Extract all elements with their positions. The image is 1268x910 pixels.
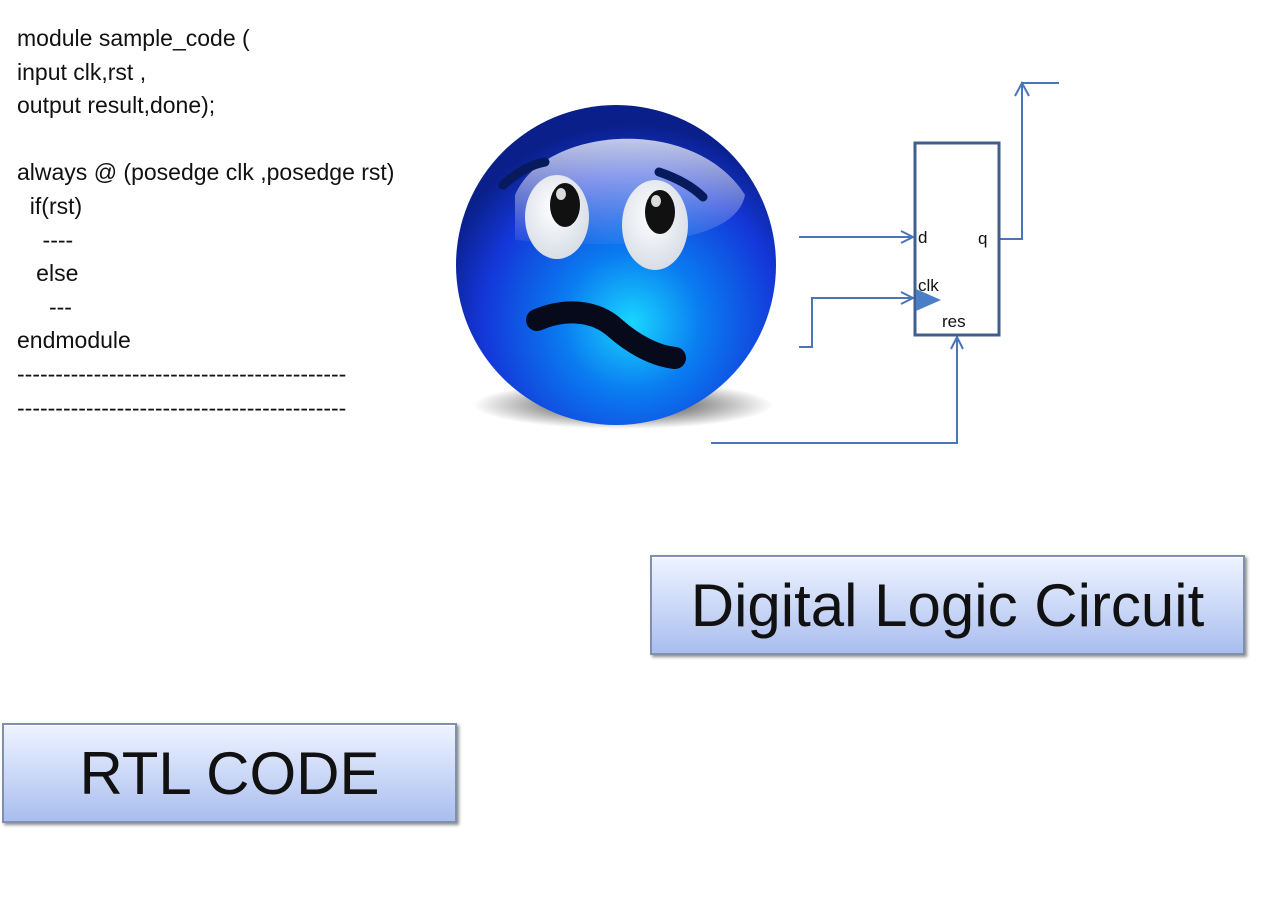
pin-label-d: d <box>918 228 927 247</box>
code-line: always @ (posedge clk ,posedge rst) <box>17 159 395 186</box>
code-line: --- <box>17 293 72 320</box>
code-line: ----------------------------------------… <box>17 394 347 421</box>
right-pupil <box>645 190 675 234</box>
code-line: if(rst) <box>17 192 83 219</box>
pin-label-clk: clk <box>918 276 939 295</box>
flip-flop-diagram: d q clk res <box>711 80 1059 444</box>
reset-input-arrowhead <box>950 334 964 350</box>
left-pupil <box>550 183 580 227</box>
code-line <box>17 123 394 157</box>
q-output-wire <box>998 82 1059 240</box>
clk-input-wire <box>799 297 913 348</box>
code-line: input clk,rst , <box>17 58 147 85</box>
d-input-arrowhead <box>900 230 916 244</box>
code-line: endmodule <box>17 327 131 354</box>
rtl-code-text: RTL CODE <box>79 739 380 807</box>
right-eyebrow <box>654 167 708 202</box>
code-line: output result,done); <box>17 92 216 119</box>
mouth <box>526 301 686 369</box>
pin-label-q: q <box>978 229 987 248</box>
clock-edge-triangle <box>916 289 941 311</box>
left-eyebrow <box>498 157 550 190</box>
digital-logic-circuit-text: Digital Logic Circuit <box>690 571 1205 639</box>
digital-logic-circuit-label: Digital Logic Circuit <box>650 555 1245 655</box>
clk-input-arrowhead <box>900 291 916 305</box>
code-line: ---- <box>17 226 74 253</box>
rtl-code-snippet: module sample_code ( input clk,rst , outpu… <box>17 22 394 425</box>
q-output-arrowhead <box>1014 80 1030 97</box>
code-line: ----------------------------------------… <box>17 360 347 387</box>
rtl-code-label: RTL CODE <box>2 723 457 823</box>
reset-input-wire <box>711 337 958 444</box>
code-line: else <box>17 260 79 287</box>
pin-label-res: res <box>942 312 966 331</box>
worried-face-icon <box>456 105 776 429</box>
code-line: module sample_code ( <box>17 25 250 51</box>
